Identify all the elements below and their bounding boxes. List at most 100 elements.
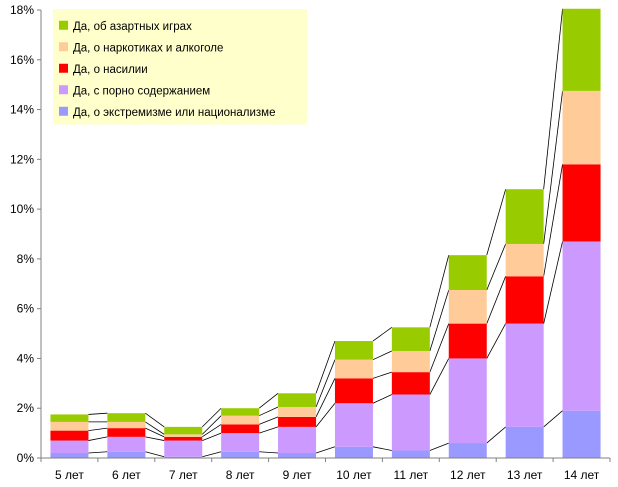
connector-line [88,412,108,415]
bar-segment [50,421,89,431]
connector-line [315,378,336,418]
connector-line [543,164,563,277]
y-tick-label: 18% [10,3,34,17]
connector-line [315,446,336,454]
connector-line [201,407,222,428]
x-tick-label: 10 лет [336,468,372,482]
connector-line [259,416,279,425]
bar-segment [164,436,203,441]
legend-swatch [59,20,68,30]
bar-segment [448,443,487,458]
bar-segment [221,433,260,452]
connector-line [259,451,279,454]
connector-line [88,436,108,441]
bar-segment [391,327,430,351]
y-tick-label: 4% [17,351,35,365]
connector-line [88,451,108,454]
legend-label: Да, о насилии [73,64,148,76]
bar-segment [164,434,203,437]
legend-label: Да, о экстремизме или национализме [73,107,275,119]
connector-line [543,410,563,428]
bar-segment [562,241,601,411]
connector-line [315,359,336,408]
connector-line [202,451,222,458]
connector-line [372,394,393,404]
connector-line [543,90,563,245]
legend-label: Да, об азартных играх [73,21,192,33]
bar-segment [448,323,487,359]
bar-segment [278,406,317,417]
connector-lines [88,8,563,458]
axes-layer: 0% 2% 4% 6% 8% 10% 12% 14% 16% 18% 5 лет 6 лет 7 лет… [10,3,611,482]
y-tick-label: 2% [17,401,35,415]
connector-line [429,255,450,328]
bar-segment [107,436,146,452]
bar-segment [107,428,146,437]
legend-swatch [59,42,68,52]
bar-segment [164,426,203,435]
y-tick-label: 0% [17,451,35,465]
bar-segment [505,323,544,427]
bar-segment [562,8,601,91]
connector-line [372,446,392,451]
connector-line [202,424,222,438]
connector-line [486,189,507,256]
bar-segment [505,276,544,324]
x-tick-label: 11 лет [394,468,429,482]
connector-line [429,358,450,395]
bar-segment [50,430,89,441]
bar-segment [107,421,146,429]
connector-line [486,243,507,291]
connector-line [202,432,222,441]
legend-swatch [59,106,68,116]
connector-line [145,421,165,435]
legend-label: Да, с порно содержанием [73,85,210,97]
connector-line [372,327,393,342]
bar-segment [107,451,146,458]
x-tick-label: 6 лет [112,468,141,482]
bar-segment [562,410,601,458]
connector-line [429,323,450,373]
x-tick-label: 12 лет [450,468,486,482]
bar-segment [562,164,601,242]
bar-segment [391,394,430,451]
bar-segment [334,403,373,447]
bar-segment [50,414,89,422]
connector-line [543,241,563,324]
bar-segment [334,359,373,379]
y-tick-label: 10% [10,202,34,216]
connector-line [429,442,449,451]
bar-segment [278,416,317,427]
legend-swatch [59,63,68,73]
connector-line [259,426,279,434]
bars-layer [50,8,601,458]
bar-segment [391,450,430,458]
connector-line [88,427,108,432]
bar-segment [221,408,260,416]
bar-segment [278,426,317,454]
x-tick-label: 7 лет [169,468,198,482]
bar-segment [448,358,487,444]
bar-segment [334,341,373,360]
bar-segment [448,290,487,324]
bar-segment [278,453,317,458]
legend-label: Да, о наркотиках и алкоголе [73,42,223,54]
bar-segment [50,453,89,458]
connector-line [145,427,165,438]
bar-segment [505,426,544,458]
y-tick-label: 16% [10,53,34,67]
bar-segment [221,451,260,458]
connector-line [315,402,336,428]
bar-segment [107,413,146,422]
connector-line [486,426,506,444]
y-tick-label: 6% [17,302,35,316]
bar-segment [164,440,203,457]
connector-line [543,8,563,190]
legend-box [53,9,307,125]
connector-line [372,350,393,361]
connector-line [258,392,279,409]
connector-line [486,276,507,324]
x-tick-label: 8 лет [226,468,255,482]
y-tick-label: 8% [17,252,35,266]
